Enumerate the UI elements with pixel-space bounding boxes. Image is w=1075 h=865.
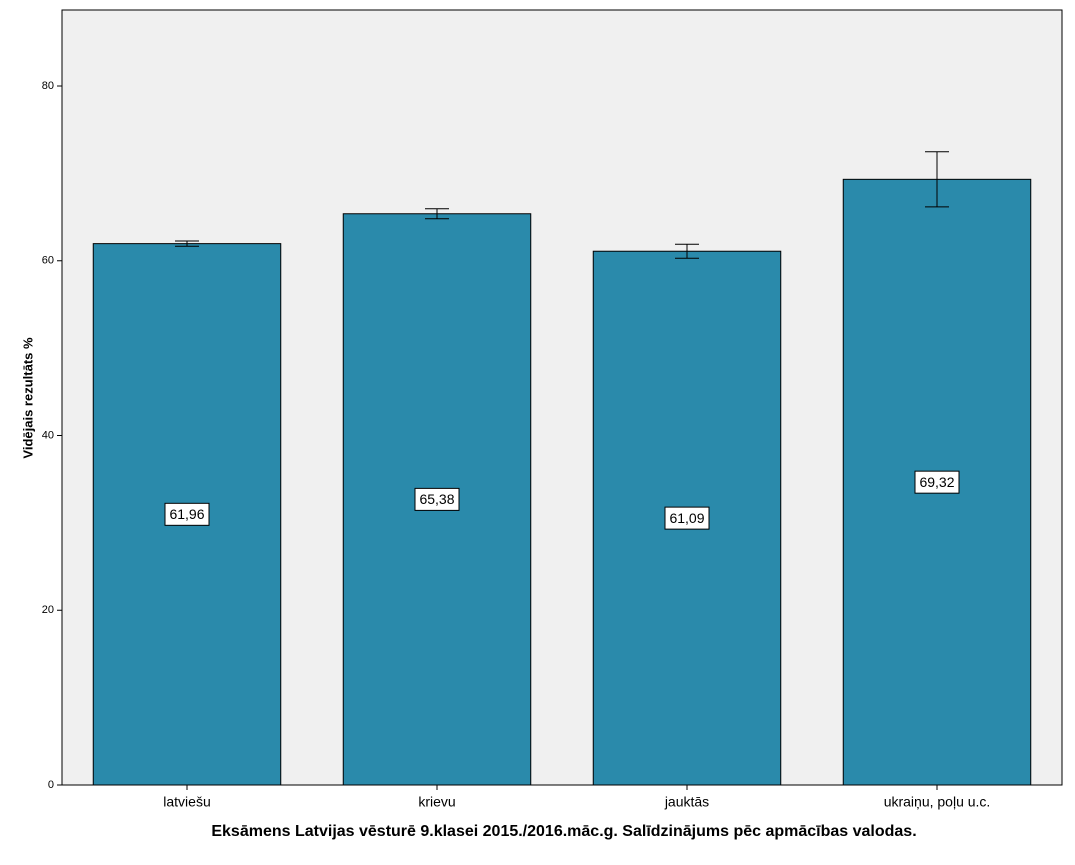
value-label-box xyxy=(914,470,960,494)
y-tick-label: 0 xyxy=(48,779,54,791)
x-tick-label: latviešu xyxy=(163,794,210,810)
y-tick-label: 40 xyxy=(42,429,54,441)
y-axis-label: Vidējais rezultāts % xyxy=(20,337,35,459)
error-bar xyxy=(175,240,199,247)
value-label-box xyxy=(164,502,210,526)
x-tick-label: ukraiņu, poļu u.c. xyxy=(884,794,991,810)
error-bar xyxy=(675,243,699,259)
value-label: 61,96 xyxy=(169,506,204,522)
y-tick-label: 80 xyxy=(42,80,54,92)
value-label-box xyxy=(664,506,710,530)
value-label: 69,32 xyxy=(919,474,954,490)
value-label-box xyxy=(414,487,460,511)
x-tick-label: krievu xyxy=(418,794,455,810)
chart-title: Eksāmens Latvijas vēsturē 9.klasei 2015.… xyxy=(211,823,916,840)
value-label: 61,09 xyxy=(669,510,704,526)
value-label: 65,38 xyxy=(419,491,454,507)
y-tick-label: 20 xyxy=(42,604,54,616)
error-bar xyxy=(425,208,449,220)
x-tick-label: jauktās xyxy=(664,794,709,810)
y-tick-label: 60 xyxy=(42,255,54,267)
error-bar xyxy=(925,151,949,208)
